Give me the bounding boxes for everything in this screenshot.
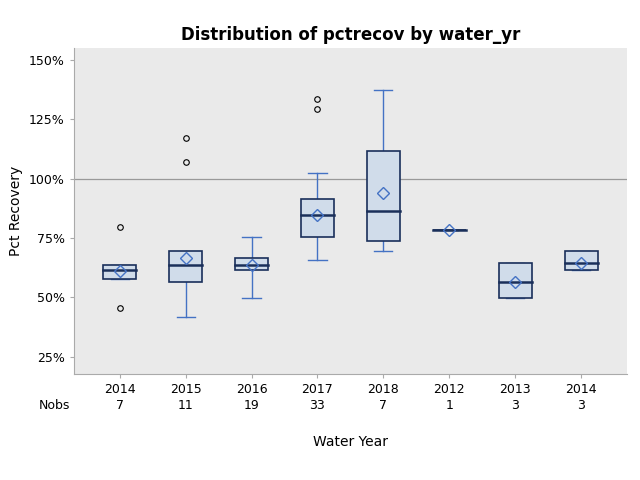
Text: 3: 3: [511, 399, 519, 412]
Text: 19: 19: [244, 399, 259, 412]
Text: Nobs: Nobs: [39, 399, 70, 412]
FancyBboxPatch shape: [235, 258, 268, 270]
Text: 7: 7: [116, 399, 124, 412]
Text: 11: 11: [178, 399, 193, 412]
FancyBboxPatch shape: [367, 151, 400, 241]
X-axis label: Water Year: Water Year: [313, 435, 388, 449]
FancyBboxPatch shape: [564, 251, 598, 270]
FancyBboxPatch shape: [169, 251, 202, 282]
Text: 7: 7: [380, 399, 387, 412]
Text: 3: 3: [577, 399, 585, 412]
Title: Distribution of pctrecov by water_yr: Distribution of pctrecov by water_yr: [180, 25, 520, 44]
Text: 33: 33: [310, 399, 325, 412]
Text: 1: 1: [445, 399, 453, 412]
FancyBboxPatch shape: [499, 263, 532, 299]
FancyBboxPatch shape: [103, 265, 136, 279]
Y-axis label: Pct Recovery: Pct Recovery: [9, 166, 23, 256]
FancyBboxPatch shape: [301, 199, 334, 237]
